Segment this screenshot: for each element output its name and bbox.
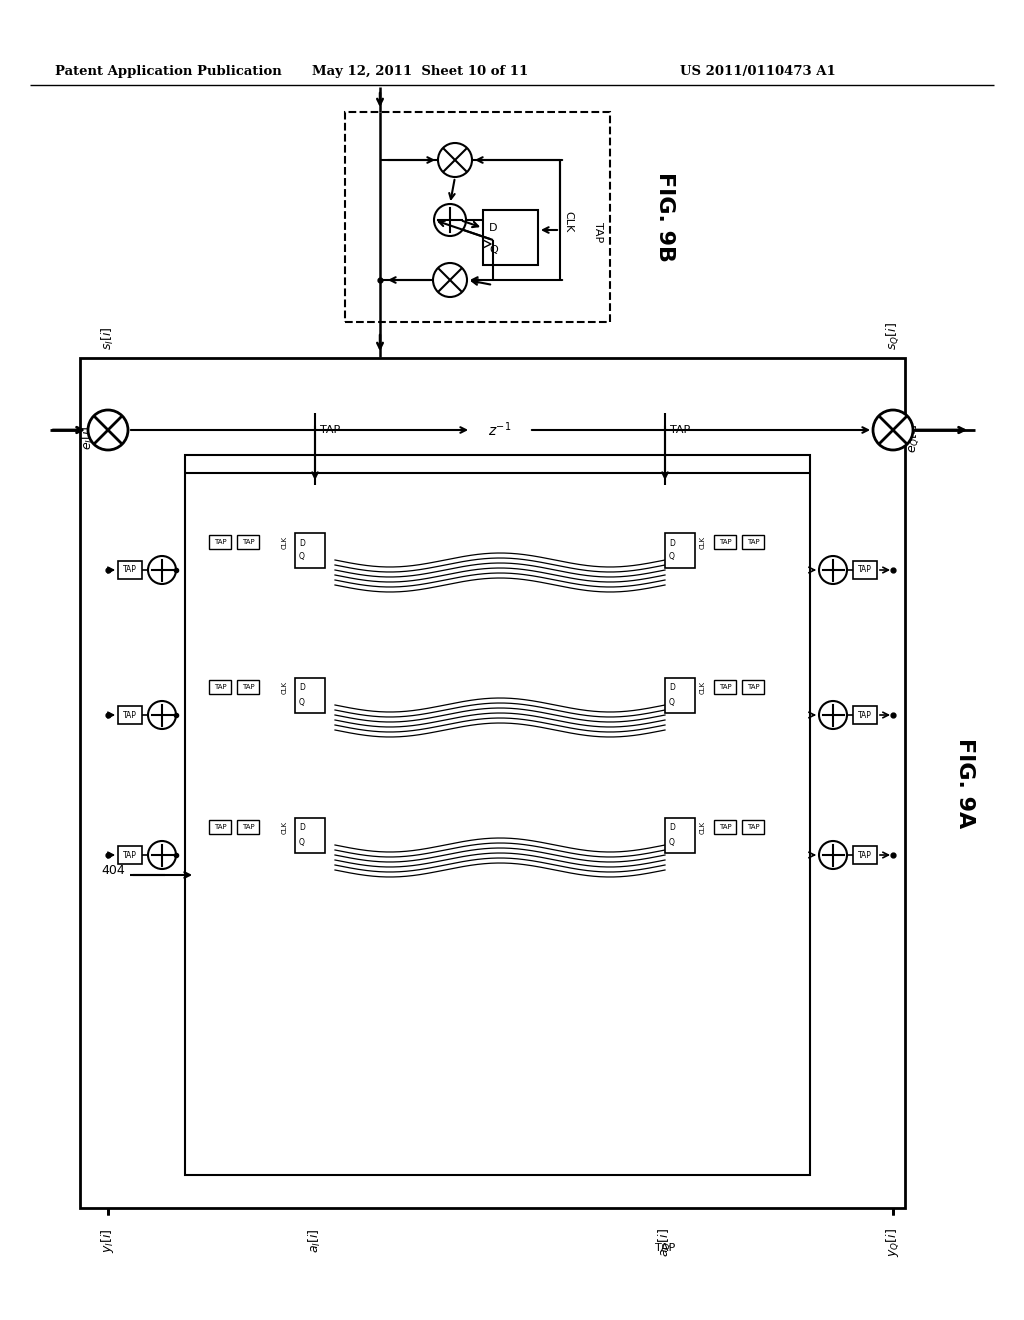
Text: TAP: TAP	[123, 710, 137, 719]
Text: Q: Q	[669, 697, 675, 706]
Text: D: D	[299, 539, 305, 548]
Text: $y_Q[i]$: $y_Q[i]$	[885, 1228, 901, 1257]
Text: CLK: CLK	[700, 821, 706, 833]
Circle shape	[819, 841, 847, 869]
Bar	[742, 820, 764, 834]
Text: May 12, 2011  Sheet 10 of 11: May 12, 2011 Sheet 10 of 11	[312, 66, 528, 78]
Text: D: D	[299, 684, 305, 693]
Text: TAP: TAP	[719, 539, 731, 545]
Bar	[209, 820, 231, 834]
Bar	[853, 561, 877, 579]
Text: TAP: TAP	[670, 425, 690, 436]
Text: TAP: TAP	[214, 684, 226, 690]
Circle shape	[148, 556, 176, 583]
Text: CLK: CLK	[563, 211, 573, 232]
Bar	[853, 846, 877, 865]
Text: TAP: TAP	[214, 539, 226, 545]
Bar	[665, 818, 695, 853]
Bar	[714, 820, 736, 834]
Text: Q: Q	[299, 553, 305, 561]
Text: TAP: TAP	[593, 222, 603, 242]
Text: TAP: TAP	[858, 850, 872, 859]
Text: $a_I[i]$: $a_I[i]$	[307, 1228, 323, 1253]
Text: TAP: TAP	[746, 824, 760, 830]
Bar	[471, 416, 529, 444]
Bar	[237, 820, 259, 834]
Circle shape	[434, 205, 466, 236]
Bar	[714, 680, 736, 694]
Text: 404: 404	[101, 863, 125, 876]
Bar	[80, 358, 905, 1208]
Text: TAP: TAP	[214, 824, 226, 830]
Text: Q: Q	[669, 837, 675, 846]
Text: Q: Q	[299, 697, 305, 706]
Text: TAP: TAP	[123, 850, 137, 859]
Text: FIG. 9A: FIG. 9A	[955, 738, 975, 828]
Bar	[209, 680, 231, 694]
Text: TAP: TAP	[123, 565, 137, 574]
Circle shape	[148, 841, 176, 869]
Circle shape	[819, 556, 847, 583]
Bar	[295, 533, 325, 568]
Text: $s_I[i]$: $s_I[i]$	[100, 326, 116, 350]
Text: D: D	[669, 684, 675, 693]
Bar	[714, 535, 736, 549]
Bar	[237, 680, 259, 694]
Text: CLK: CLK	[282, 536, 288, 549]
Text: TAP: TAP	[242, 684, 254, 690]
Text: $e_I[i]$: $e_I[i]$	[80, 425, 96, 450]
Bar	[853, 706, 877, 723]
Text: $e_Q[i]$: $e_Q[i]$	[904, 424, 922, 453]
Circle shape	[88, 411, 128, 450]
Bar	[345, 112, 610, 322]
Text: Q: Q	[489, 246, 498, 255]
Text: $z^{-1}$: $z^{-1}$	[488, 421, 512, 440]
Text: Q: Q	[299, 837, 305, 846]
Text: $a_Q[i]$: $a_Q[i]$	[656, 1228, 674, 1257]
Text: $s_Q[i]$: $s_Q[i]$	[885, 322, 901, 350]
Text: CLK: CLK	[700, 680, 706, 693]
Circle shape	[819, 701, 847, 729]
Bar	[295, 678, 325, 713]
Circle shape	[873, 411, 913, 450]
Circle shape	[433, 263, 467, 297]
Bar	[237, 535, 259, 549]
Text: CLK: CLK	[282, 680, 288, 693]
Bar	[295, 818, 325, 853]
Text: D: D	[299, 824, 305, 833]
Circle shape	[148, 701, 176, 729]
Text: D: D	[669, 824, 675, 833]
Circle shape	[438, 143, 472, 177]
Bar	[483, 210, 538, 265]
Bar	[185, 455, 810, 1175]
Bar	[118, 846, 142, 865]
Bar	[209, 535, 231, 549]
Text: TAP: TAP	[858, 565, 872, 574]
Bar	[742, 680, 764, 694]
Text: FIG. 9B: FIG. 9B	[655, 172, 675, 261]
Text: D: D	[489, 223, 498, 234]
Text: TAP: TAP	[719, 824, 731, 830]
Text: TAP: TAP	[242, 824, 254, 830]
Text: Patent Application Publication: Patent Application Publication	[55, 66, 282, 78]
Text: TAP: TAP	[858, 710, 872, 719]
Bar	[665, 678, 695, 713]
Text: CLK: CLK	[282, 821, 288, 833]
Bar	[665, 533, 695, 568]
Text: D: D	[669, 539, 675, 548]
Bar	[742, 535, 764, 549]
Text: US 2011/0110473 A1: US 2011/0110473 A1	[680, 66, 836, 78]
Text: CLK: CLK	[700, 536, 706, 549]
Text: Q: Q	[669, 553, 675, 561]
Bar	[118, 561, 142, 579]
Bar	[118, 706, 142, 723]
Text: TAP: TAP	[655, 1243, 675, 1253]
Text: $y_I[i]$: $y_I[i]$	[99, 1228, 117, 1253]
Text: TAP: TAP	[719, 684, 731, 690]
Text: TAP: TAP	[319, 425, 340, 436]
Text: TAP: TAP	[242, 539, 254, 545]
Text: TAP: TAP	[746, 539, 760, 545]
Text: TAP: TAP	[746, 684, 760, 690]
